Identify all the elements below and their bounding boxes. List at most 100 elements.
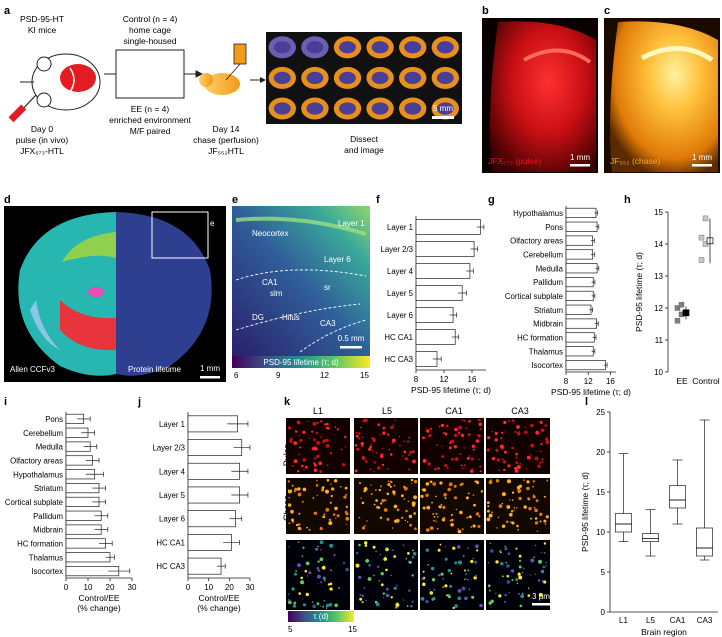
synapse-puncta: [410, 605, 413, 608]
synapse-puncta: [467, 433, 471, 436]
synapse-puncta: [502, 460, 507, 464]
synapse-puncta: [316, 494, 318, 496]
synapse-puncta: [453, 496, 458, 500]
y-tick-label: 5: [601, 568, 606, 577]
y-tick-label: 25: [596, 408, 605, 417]
section-thumbnail-core: [436, 71, 454, 85]
synapse-puncta: [307, 420, 309, 423]
day14-line-1: Day 14: [213, 124, 240, 134]
x-axis-subtitle: (% change): [77, 603, 121, 613]
synapse-puncta: [509, 512, 513, 517]
synapse-puncta: [461, 467, 464, 470]
section-thumbnail-core: [371, 41, 389, 54]
synapse-puncta: [488, 480, 493, 485]
synapse-puncta: [386, 492, 390, 496]
y-tick-label: 15: [654, 208, 663, 217]
synapse-puncta: [408, 453, 411, 456]
scale-label-a: 5 mm: [433, 104, 453, 113]
synapse-puncta: [390, 425, 394, 430]
synapse-puncta: [302, 546, 305, 549]
synapse-puncta: [448, 446, 452, 450]
synapse-puncta: [437, 516, 439, 518]
day0-line-2: pulse (in vivo): [16, 135, 69, 145]
bar: [415, 307, 454, 323]
section-thumbnail-core: [404, 102, 422, 115]
synapse-puncta: [322, 605, 325, 608]
y-tick-label: 11: [655, 336, 664, 345]
synapse-puncta: [329, 582, 333, 586]
synapse-puncta: [545, 437, 549, 441]
category-label: Thalamus: [29, 553, 63, 562]
synapse-puncta: [292, 604, 296, 608]
synapse-puncta: [293, 601, 296, 605]
category-label: HC CA3: [156, 562, 185, 571]
synapse-puncta: [516, 524, 519, 528]
synapse-puncta: [539, 520, 542, 523]
synapse-puncta: [519, 462, 522, 465]
synapse-puncta: [431, 578, 436, 582]
synapse-puncta: [296, 523, 299, 527]
synapse-puncta: [322, 576, 326, 580]
synapse-puncta: [304, 569, 308, 573]
section-grid-image: [266, 32, 462, 124]
synapse-puncta: [442, 586, 444, 588]
synapse-puncta: [504, 547, 508, 551]
box: [615, 513, 632, 533]
synapse-puncta: [314, 464, 317, 467]
synapse-puncta: [537, 464, 541, 468]
synapse-puncta: [435, 520, 437, 523]
x-tick-label: 10: [84, 583, 93, 592]
synapse-puncta: [501, 431, 504, 434]
synapse-puncta: [340, 485, 342, 488]
synapse-puncta: [431, 501, 433, 504]
synapse-puncta: [440, 423, 444, 427]
bar: [565, 207, 597, 218]
synapse-puncta: [472, 494, 475, 496]
synapse-puncta: [375, 602, 380, 607]
synapse-puncta: [362, 419, 366, 423]
synapse-puncta: [473, 503, 476, 507]
synapse-puncta: [338, 587, 340, 589]
data-point: [702, 215, 709, 222]
synapse-puncta: [524, 426, 526, 428]
scale-bar-d: [200, 376, 220, 379]
synapse-puncta: [440, 572, 444, 576]
synapse-puncta: [537, 579, 541, 582]
synapse-puncta: [385, 548, 387, 550]
synapse-puncta: [402, 599, 404, 601]
synapse-puncta: [328, 518, 332, 522]
synapse-puncta: [299, 446, 301, 449]
region-layer6: Layer 6: [324, 255, 351, 264]
synapse-puncta: [311, 601, 314, 603]
synapse-puncta: [536, 530, 539, 532]
category-label: Control: [692, 376, 720, 386]
synapse-puncta: [313, 446, 318, 451]
synapse-puncta: [329, 521, 331, 524]
x-tick-label: 12: [584, 377, 593, 386]
synapse-puncta: [464, 569, 466, 572]
synapse-puncta: [546, 443, 548, 445]
synapse-puncta: [476, 481, 480, 485]
synapse-puncta: [380, 485, 382, 488]
synapse-puncta: [291, 465, 294, 467]
synapse-puncta: [460, 464, 463, 467]
synapse-puncta: [441, 455, 445, 458]
synapse-puncta: [480, 419, 482, 421]
bar: [565, 235, 594, 246]
synapse-puncta: [366, 559, 369, 563]
synapse-puncta: [427, 462, 431, 466]
synapse-puncta: [344, 435, 347, 439]
synapse-image-grid: [286, 418, 550, 610]
synapse-puncta: [450, 440, 453, 443]
box: [642, 533, 659, 542]
synapse-puncta: [287, 593, 290, 595]
synapse-puncta: [542, 566, 545, 569]
synapse-puncta: [294, 487, 298, 492]
category-label: Layer 5: [159, 491, 186, 500]
synapse-puncta: [501, 524, 506, 528]
synapse-puncta: [545, 564, 547, 567]
category-label: Midbrain: [33, 526, 63, 535]
synapse-puncta: [328, 603, 333, 607]
region-slm: slm: [270, 289, 283, 298]
synapse-puncta: [486, 501, 490, 504]
